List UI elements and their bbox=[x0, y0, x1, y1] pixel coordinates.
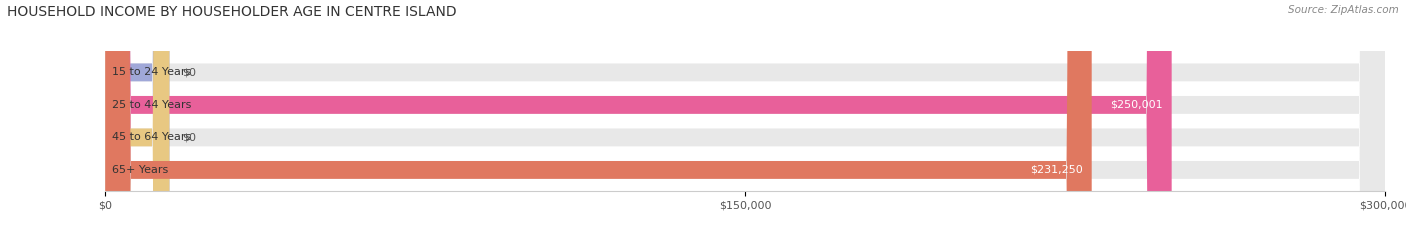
FancyBboxPatch shape bbox=[105, 0, 1385, 233]
FancyBboxPatch shape bbox=[105, 0, 1091, 233]
FancyBboxPatch shape bbox=[105, 0, 1385, 233]
FancyBboxPatch shape bbox=[105, 0, 1385, 233]
FancyBboxPatch shape bbox=[105, 0, 1385, 233]
Text: HOUSEHOLD INCOME BY HOUSEHOLDER AGE IN CENTRE ISLAND: HOUSEHOLD INCOME BY HOUSEHOLDER AGE IN C… bbox=[7, 5, 457, 19]
FancyBboxPatch shape bbox=[105, 0, 1171, 233]
Text: 25 to 44 Years: 25 to 44 Years bbox=[112, 100, 191, 110]
Text: $0: $0 bbox=[183, 67, 197, 77]
Text: 65+ Years: 65+ Years bbox=[112, 165, 169, 175]
FancyBboxPatch shape bbox=[105, 0, 170, 233]
FancyBboxPatch shape bbox=[105, 0, 170, 233]
Text: $231,250: $231,250 bbox=[1031, 165, 1083, 175]
Text: Source: ZipAtlas.com: Source: ZipAtlas.com bbox=[1288, 5, 1399, 15]
Text: $250,001: $250,001 bbox=[1111, 100, 1163, 110]
Text: $0: $0 bbox=[183, 132, 197, 142]
Text: 15 to 24 Years: 15 to 24 Years bbox=[112, 67, 191, 77]
Text: 45 to 64 Years: 45 to 64 Years bbox=[112, 132, 191, 142]
